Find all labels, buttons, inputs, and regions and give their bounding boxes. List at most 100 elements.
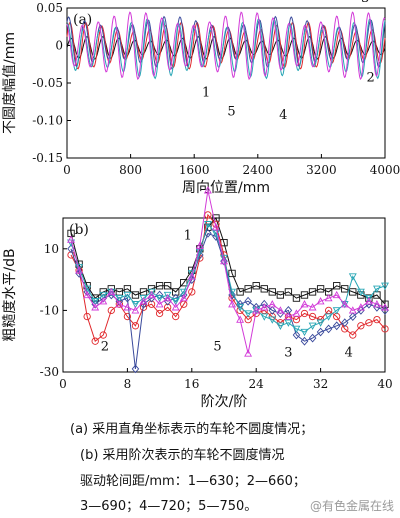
data-point-b-4 <box>244 310 253 318</box>
y-axis-label-b: 粗糙度水平/dB <box>2 248 18 341</box>
data-point-b-3 <box>292 330 301 340</box>
x-tick-label-b: 24 <box>249 377 265 391</box>
data-point-b-3 <box>268 306 277 315</box>
x-axis-label-b: 阶次/阶 <box>201 394 248 410</box>
y-axis-label-a: 不圆度幅值/mm <box>2 32 18 134</box>
y-tick-label-b: -30 <box>40 365 59 379</box>
data-point-b-1 <box>316 285 325 293</box>
x-tick-label-b: 8 <box>124 377 132 391</box>
data-point-b-4 <box>220 254 228 263</box>
data-point-b-5 <box>356 303 365 311</box>
series-line-b-4 <box>70 223 386 333</box>
y-tick-label-a: -0.15 <box>32 151 63 165</box>
data-point-b-5 <box>123 303 132 311</box>
data-point-b-1 <box>260 285 268 293</box>
x-tick-label-b: 40 <box>377 377 392 391</box>
data-point-b-4 <box>324 313 333 321</box>
x-tick-label-b: 32 <box>313 377 328 391</box>
data-point-b-5 <box>300 300 309 308</box>
data-point-b-3 <box>244 296 252 306</box>
data-point-b-3 <box>324 324 333 334</box>
data-point-b-5 <box>115 300 124 308</box>
data-point-b-5 <box>308 303 317 311</box>
data-point-b-1 <box>244 285 252 293</box>
data-point-b-5 <box>107 287 116 296</box>
data-point-b-4 <box>332 307 341 315</box>
data-point-b-5 <box>212 223 220 231</box>
data-point-b-1 <box>268 288 276 296</box>
data-point-b-4 <box>99 291 108 300</box>
data-point-b-5 <box>381 303 389 311</box>
data-point-b-4 <box>171 298 180 306</box>
data-point-b-4 <box>276 322 285 330</box>
data-point-b-2 <box>131 322 140 330</box>
series-line-a-5 <box>66 11 386 81</box>
data-point-b-1 <box>276 291 284 299</box>
data-point-b-3 <box>357 306 365 315</box>
data-point-b-5 <box>284 312 293 320</box>
data-point-b-1 <box>155 282 164 290</box>
data-point-b-3 <box>115 296 124 306</box>
data-point-b-5 <box>67 235 76 243</box>
data-point-b-5 <box>364 297 373 305</box>
data-point-b-3 <box>381 306 389 315</box>
data-point-b-4 <box>228 288 237 297</box>
data-point-b-3 <box>131 364 140 374</box>
data-point-b-2 <box>147 300 156 308</box>
x-axis-label-a: 周向位置/mm <box>182 180 270 196</box>
data-point-b-1 <box>180 279 188 287</box>
data-point-b-4 <box>75 264 84 272</box>
data-point-b-1 <box>300 291 309 299</box>
data-point-b-5 <box>236 315 245 323</box>
caption-a: (a) 采用直角坐标表示的车轮不圆度情况； <box>70 422 314 437</box>
data-point-b-5 <box>373 300 381 308</box>
data-point-b-5 <box>139 297 148 305</box>
data-point-b-4 <box>187 270 196 278</box>
data-point-b-4 <box>300 328 309 337</box>
data-point-b-3 <box>308 333 317 343</box>
data-point-b-1 <box>236 288 244 296</box>
data-point-b-5 <box>99 297 108 305</box>
data-point-b-4 <box>115 294 124 303</box>
data-point-b-4 <box>131 301 140 309</box>
data-point-b-3 <box>373 302 381 312</box>
data-point-b-4 <box>356 288 365 297</box>
data-point-b-5 <box>155 300 164 308</box>
data-point-b-2 <box>99 331 107 339</box>
data-point-b-4 <box>179 288 188 297</box>
series-line-a-4 <box>66 17 386 80</box>
series-line-a-3 <box>66 15 386 70</box>
series-annotation-a: 5 <box>227 104 235 119</box>
x-tick-label-a: 3200 <box>306 163 337 177</box>
data-point-b-2 <box>163 303 172 311</box>
data-point-b-5 <box>179 293 188 302</box>
series-line-b-3 <box>70 232 386 369</box>
data-point-b-4 <box>316 319 325 327</box>
data-point-b-5 <box>187 272 196 280</box>
data-point-b-5 <box>244 349 253 357</box>
series-annotation-b: 5 <box>213 339 221 354</box>
data-point-b-3 <box>316 327 325 337</box>
data-point-b-3 <box>349 312 357 321</box>
series-line-b-1 <box>70 217 386 305</box>
x-tick-label-a: 800 <box>119 163 142 177</box>
chart-panel-a: 0 800 1600 2400 3200 4000 周向位置/mm 不圆度幅值/mm (a) -0… <box>2 0 400 196</box>
y-tick-label-a: 0 <box>55 39 63 53</box>
data-point-b-3 <box>332 321 341 331</box>
data-point-b-5 <box>340 300 349 308</box>
data-point-b-1 <box>381 300 389 308</box>
data-point-b-5 <box>171 303 180 311</box>
data-point-b-5 <box>252 306 261 314</box>
data-point-b-3 <box>341 318 349 328</box>
y-tick-label-a: 0.05 <box>36 1 63 15</box>
data-point-b-2 <box>123 312 132 321</box>
data-point-b-3 <box>260 299 268 309</box>
series-annotation-a: 4 <box>279 108 287 123</box>
data-point-b-5 <box>276 306 285 314</box>
caption-legend-1: 驱动轮间距/mm：1—630；2—660； <box>80 474 306 489</box>
data-point-b-4 <box>364 294 373 303</box>
data-point-b-5 <box>203 186 212 194</box>
data-point-b-5 <box>332 290 341 299</box>
data-point-b-5 <box>348 306 357 314</box>
data-point-b-5 <box>147 290 156 299</box>
